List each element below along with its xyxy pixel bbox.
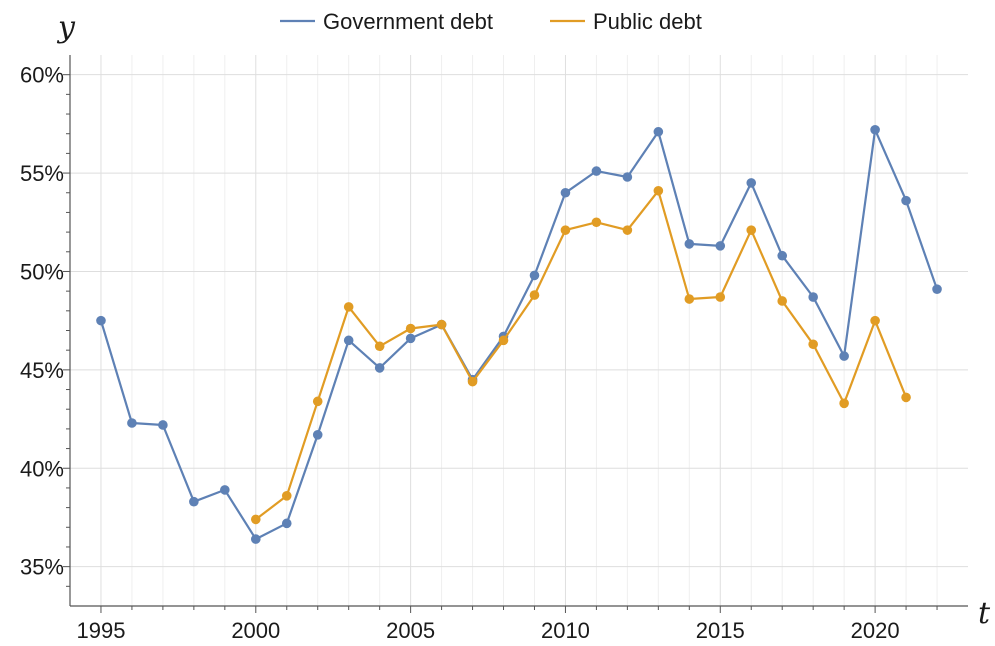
legend-label-public-debt: Public debt: [593, 9, 702, 34]
data-point-public-debt: [901, 392, 911, 403]
data-point-government-debt: [901, 195, 911, 206]
data-point-public-debt: [250, 514, 261, 525]
data-point-government-debt: [281, 518, 292, 529]
y-tick-label: 35%: [20, 555, 64, 580]
data-point-public-debt: [467, 376, 478, 387]
data-point-government-debt: [312, 429, 323, 440]
legend-item-public-debt: Public debt: [550, 9, 702, 34]
series-layer: [96, 124, 942, 544]
y-axis-label: y: [56, 10, 76, 45]
tick-marks: [63, 74, 938, 613]
data-point-public-debt: [281, 491, 292, 501]
data-point-government-debt: [746, 178, 757, 188]
legend: Government debt Public debt: [280, 9, 702, 34]
legend-item-government-debt: Government debt: [280, 9, 493, 34]
data-point-public-debt: [653, 185, 664, 196]
data-point-government-debt: [684, 239, 695, 249]
y-tick-label: 45%: [20, 358, 64, 383]
axes: [69, 55, 968, 607]
data-point-public-debt: [374, 341, 385, 352]
data-point-public-debt: [839, 398, 849, 409]
data-point-government-debt: [715, 241, 726, 251]
data-point-government-debt: [189, 496, 199, 507]
data-point-public-debt: [436, 319, 447, 330]
series-line-public-debt: [255, 189, 908, 521]
data-point-government-debt: [96, 315, 106, 326]
data-point-government-debt: [870, 124, 880, 135]
x-tick-label: 2005: [386, 618, 435, 643]
data-point-public-debt: [343, 302, 354, 312]
x-tick-label: 1995: [76, 618, 125, 643]
data-point-public-debt: [622, 225, 633, 235]
x-tick-label: 2015: [696, 618, 745, 643]
data-point-public-debt: [684, 294, 695, 304]
y-tick-label: 60%: [20, 63, 64, 88]
data-point-public-debt: [746, 225, 757, 235]
data-point-public-debt: [560, 225, 571, 235]
data-point-government-debt: [220, 485, 230, 495]
data-point-government-debt: [591, 166, 602, 176]
data-point-public-debt: [777, 296, 788, 306]
grid: [70, 55, 968, 606]
x-tick-label: 2010: [541, 618, 590, 643]
data-point-government-debt: [622, 172, 633, 182]
y-tick-label: 50%: [20, 259, 64, 284]
data-point-government-debt: [343, 335, 354, 346]
data-point-public-debt: [591, 217, 602, 228]
data-point-government-debt: [839, 351, 849, 361]
data-point-government-debt: [777, 250, 788, 261]
x-axis-label: t: [978, 596, 991, 631]
data-point-public-debt: [498, 335, 509, 346]
data-point-government-debt: [405, 333, 416, 344]
x-tick-label: 2000: [231, 618, 280, 643]
data-point-public-debt: [405, 323, 416, 334]
data-point-government-debt: [529, 270, 540, 281]
data-point-public-debt: [808, 339, 818, 350]
y-tick-label: 55%: [20, 161, 64, 186]
data-point-public-debt: [870, 315, 880, 326]
data-point-government-debt: [374, 363, 385, 373]
tick-labels: 1995 2000 2005 2010 2015 2020 35% 40% 45% 50% 55% 6…: [20, 63, 900, 643]
x-tick-label: 2020: [851, 618, 900, 643]
data-point-public-debt: [529, 290, 540, 300]
data-point-public-debt: [312, 396, 323, 407]
data-point-government-debt: [653, 126, 664, 137]
data-point-government-debt: [158, 420, 168, 430]
data-point-government-debt: [560, 187, 571, 198]
data-point-public-debt: [715, 292, 726, 302]
y-tick-label: 40%: [20, 456, 64, 481]
data-point-government-debt: [932, 284, 942, 294]
series-government-debt: [96, 124, 942, 544]
data-point-government-debt: [808, 292, 818, 302]
data-point-government-debt: [250, 534, 261, 544]
series-public-debt: [250, 185, 911, 525]
series-line-government-debt: [99, 128, 939, 541]
legend-label-government-debt: Government debt: [323, 9, 493, 34]
data-point-government-debt: [127, 418, 137, 428]
